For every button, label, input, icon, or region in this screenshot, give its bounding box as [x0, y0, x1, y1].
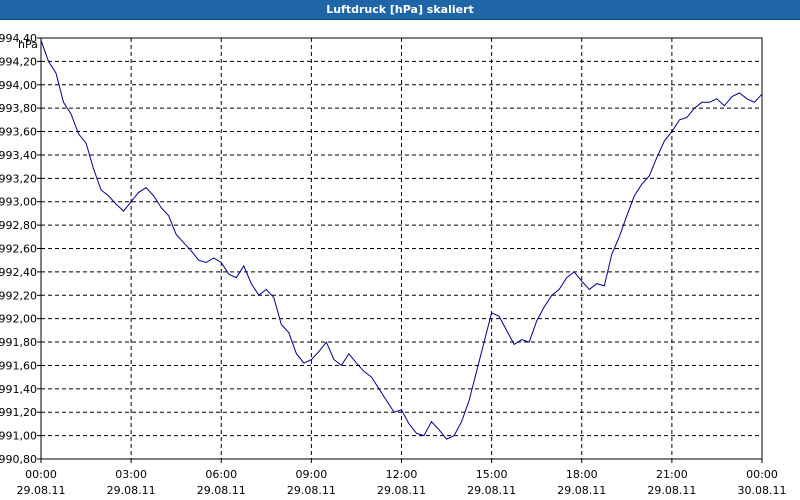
chart-title: Luftdruck [hPa] skaliert [0, 0, 800, 20]
y-tick-label: 991,20 [0, 406, 37, 419]
y-tick-label: 991,00 [0, 430, 37, 443]
x-tick-time: 18:00 [566, 468, 598, 481]
x-tick-date: 29.08.11 [197, 484, 246, 497]
y-tick-label: 991,80 [0, 336, 37, 349]
x-tick-time: 03:00 [115, 468, 147, 481]
x-tick-date: 29.08.11 [557, 484, 606, 497]
y-tick-label: 991,40 [0, 383, 37, 396]
y-tick-label: 992,00 [0, 313, 37, 326]
x-tick-date: 29.08.11 [467, 484, 516, 497]
x-tick-date: 30.08.11 [738, 484, 787, 497]
y-tick-label: 993,00 [0, 196, 37, 209]
x-tick-date: 29.08.11 [377, 484, 426, 497]
x-tick-time: 06:00 [205, 468, 237, 481]
y-tick-label: 993,40 [0, 149, 37, 162]
x-tick-time: 12:00 [386, 468, 418, 481]
y-tick-label: 994,00 [0, 79, 37, 92]
x-tick-time: 00:00 [25, 468, 57, 481]
y-tick-label: 993,60 [0, 126, 37, 139]
y-tick-label: 992,80 [0, 219, 37, 232]
y-tick-label: 994,20 [0, 55, 37, 68]
y-tick-label: 992,20 [0, 289, 37, 302]
y-tick-label: 990,80 [0, 453, 37, 466]
x-tick-date: 29.08.11 [107, 484, 156, 497]
y-axis: 990,80 991,00 991,20 991,40 991,60 991,80 992,… [0, 32, 41, 466]
y-tick-label: 993,20 [0, 172, 37, 185]
x-tick-date: 29.08.11 [17, 484, 66, 497]
y-axis-label: hPa [18, 38, 38, 51]
x-tick-time: 09:00 [296, 468, 328, 481]
y-tick-label: 991,60 [0, 359, 37, 372]
line-chart: 990,80 991,00 991,20 991,40 991,60 991,80 992,… [0, 32, 787, 497]
y-tick-label: 992,40 [0, 266, 37, 279]
x-tick-date: 29.08.11 [287, 484, 336, 497]
y-tick-label: 993,80 [0, 102, 37, 115]
series-group [40, 40, 763, 440]
y-tick-label: 992,60 [0, 243, 37, 256]
y-tick-label: 994,40 [0, 32, 37, 45]
series-line [40, 40, 763, 440]
x-tick-time: 15:00 [476, 468, 508, 481]
grid-lines [41, 38, 762, 459]
x-tick-time: 00:00 [746, 468, 778, 481]
x-axis: 00:00 29.08.11 03:00 29.08.11 06:00 29.08.11 0… [17, 459, 787, 497]
x-tick-date: 29.08.11 [647, 484, 696, 497]
x-tick-time: 21:00 [656, 468, 688, 481]
